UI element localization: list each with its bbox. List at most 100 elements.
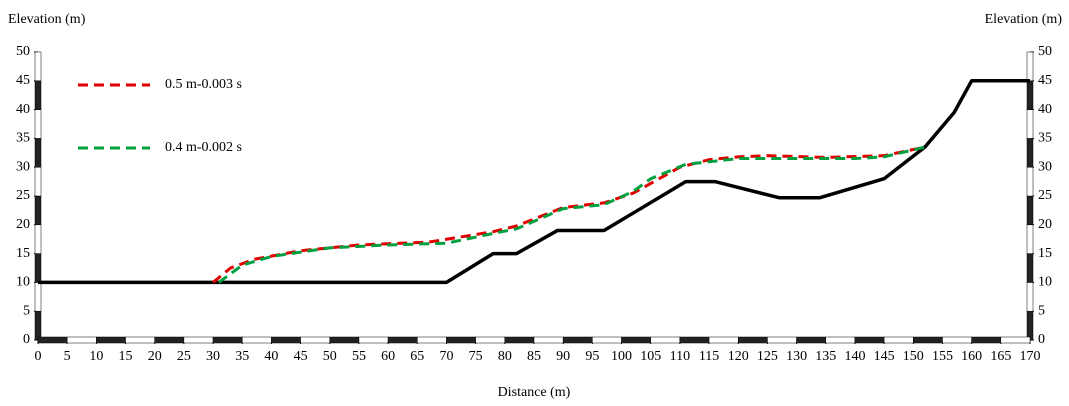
y-tick-label: 0 <box>23 332 30 347</box>
y2-tick-label: 5 <box>1038 303 1045 318</box>
axis-band <box>37 336 68 344</box>
axis-band <box>154 336 185 344</box>
axis-band <box>1026 282 1034 312</box>
y-tick-label: 50 <box>16 44 30 59</box>
x-tick-label: 45 <box>294 349 308 364</box>
x-tick-label: 25 <box>177 349 191 364</box>
axis-band <box>475 336 506 344</box>
x-tick-label: 40 <box>264 349 278 364</box>
axis-band <box>621 336 651 344</box>
axis-band <box>767 336 797 344</box>
x-tick-label: 80 <box>498 349 512 364</box>
x-tick-label: 0 <box>35 349 42 364</box>
x-tick-label: 145 <box>874 349 895 364</box>
x-tick-label: 100 <box>611 349 632 364</box>
axis-band <box>1026 253 1034 283</box>
x-tick-label: 110 <box>670 349 690 364</box>
axis-band <box>533 336 564 344</box>
axis-band <box>125 336 155 344</box>
x-tick-label: 105 <box>640 349 661 364</box>
axis-band <box>1026 195 1034 226</box>
axis-band <box>504 336 535 344</box>
axis-band <box>1026 310 1034 341</box>
x-tick-label: 115 <box>699 349 719 364</box>
axis-band <box>737 336 768 344</box>
x-tick-label: 120 <box>728 349 749 364</box>
y2-tick-label: 35 <box>1038 131 1052 146</box>
x-tick-label: 5 <box>64 349 71 364</box>
x-tick-label: 30 <box>206 349 220 364</box>
y-tick-label: 35 <box>16 131 30 146</box>
axis-band <box>34 51 42 82</box>
x-axis-label: Distance (m) <box>498 385 571 400</box>
axis-band <box>241 336 272 344</box>
y2-tick-label: 0 <box>1038 332 1045 347</box>
axis-band <box>34 195 42 226</box>
axis-band <box>971 336 1002 344</box>
axis-band <box>183 336 214 344</box>
x-tick-label: 95 <box>585 349 599 364</box>
axis-band <box>34 310 42 341</box>
x-tick-label: 140 <box>844 349 865 364</box>
axis-band <box>329 336 360 344</box>
x-tick-label: 35 <box>235 349 249 364</box>
y-tick-label: 40 <box>16 102 30 117</box>
axis-band <box>34 166 42 197</box>
axis-band <box>942 336 972 344</box>
axis-band <box>300 336 331 344</box>
series-line <box>212 145 926 284</box>
axis-band <box>34 253 42 283</box>
x-tick-label: 130 <box>786 349 807 364</box>
y2-tick-label: 40 <box>1038 102 1052 117</box>
axis-band <box>1026 138 1034 168</box>
axis-band <box>34 282 42 312</box>
y-tick-label: 5 <box>23 303 30 318</box>
axis-band <box>1026 109 1034 139</box>
y-tick-label: 25 <box>16 188 30 203</box>
axis-band <box>34 138 42 168</box>
y-tick-label: 15 <box>16 246 30 261</box>
legend-label: 0.5 m-0.003 s <box>165 77 242 92</box>
y2-tick-label: 20 <box>1038 217 1052 232</box>
axis-band <box>387 336 418 344</box>
x-tick-label: 90 <box>556 349 570 364</box>
y2-axis-label: Elevation (m) <box>985 12 1063 27</box>
axis-band <box>796 336 827 344</box>
axis-band <box>1000 336 1031 344</box>
x-tick-label: 125 <box>757 349 778 364</box>
axis-band <box>358 336 389 344</box>
y2-tick-label: 25 <box>1038 188 1052 203</box>
x-tick-label: 10 <box>89 349 103 364</box>
axis-band <box>34 224 42 254</box>
x-tick-label: 65 <box>410 349 424 364</box>
x-tick-label: 70 <box>439 349 453 364</box>
y2-tick-label: 50 <box>1038 44 1052 59</box>
axis-band <box>446 336 476 344</box>
axis-band <box>1026 224 1034 254</box>
x-tick-label: 20 <box>148 349 162 364</box>
series-line <box>218 145 926 284</box>
x-tick-label: 160 <box>961 349 982 364</box>
x-tick-label: 170 <box>1020 349 1041 364</box>
y-tick-label: 30 <box>16 159 30 174</box>
x-tick-label: 50 <box>323 349 337 364</box>
axis-band <box>96 336 126 344</box>
x-tick-label: 165 <box>990 349 1011 364</box>
x-tick-label: 150 <box>903 349 924 364</box>
x-tick-label: 55 <box>352 349 366 364</box>
x-tick-label: 155 <box>932 349 953 364</box>
y-tick-label: 10 <box>16 275 30 290</box>
axis-band <box>1026 166 1034 197</box>
axis-band <box>212 336 243 344</box>
x-tick-label: 85 <box>527 349 541 364</box>
axis-band <box>592 336 622 344</box>
axis-band <box>650 336 681 344</box>
axis-band <box>883 336 914 344</box>
axis-band <box>417 336 447 344</box>
y-axis-label: Elevation (m) <box>8 12 86 27</box>
y-tick-label: 20 <box>16 217 30 232</box>
axis-band <box>34 109 42 139</box>
axis-band <box>825 336 856 344</box>
axis-band <box>1026 51 1034 82</box>
axis-band <box>854 336 885 344</box>
